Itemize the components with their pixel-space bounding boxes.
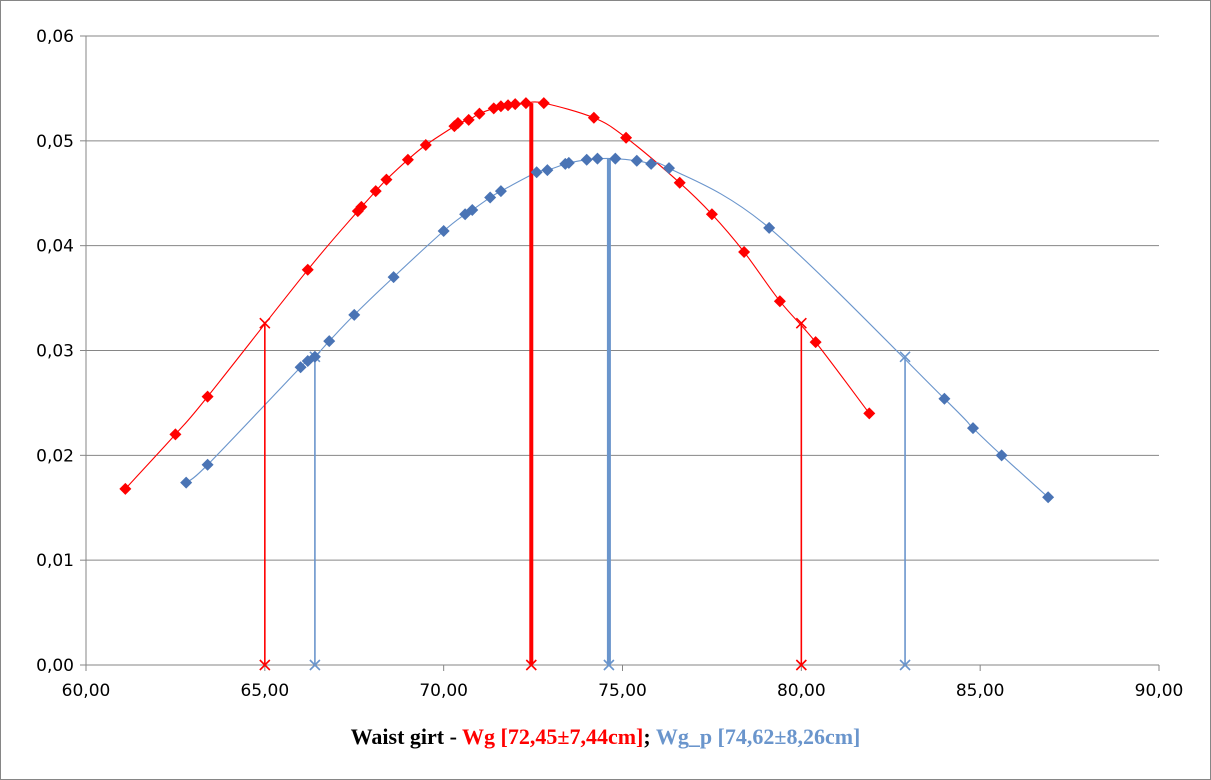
y-tick-label: 0,00 xyxy=(36,656,74,676)
x-tick-label: 90,00 xyxy=(1135,681,1184,701)
x-tick-label: 75,00 xyxy=(598,681,647,701)
data-point-wg-p xyxy=(308,350,321,363)
data-point-wg xyxy=(502,99,515,112)
data-point-wg-p xyxy=(938,392,951,405)
data-point-wg-p xyxy=(294,361,307,374)
curve-wg xyxy=(124,101,870,490)
data-point-wg xyxy=(738,245,751,258)
x-marker-wg-top xyxy=(795,317,807,329)
data-point-wg xyxy=(773,295,786,308)
data-point-wg xyxy=(863,407,876,420)
data-point-wg-p xyxy=(662,162,675,175)
data-point-wg-p xyxy=(466,204,479,217)
data-point-wg-p xyxy=(630,154,643,167)
y-tick-label: 0,03 xyxy=(36,342,74,362)
data-point-wg-p xyxy=(609,152,622,165)
data-point-wg xyxy=(620,131,633,144)
x-axis-label-wg: Wg [72,45±7,44cm] xyxy=(462,724,644,749)
data-point-wg-p xyxy=(995,449,1008,462)
data-point-wg-p xyxy=(201,458,214,471)
data-point-wg-p xyxy=(530,166,543,179)
data-point-wg-p xyxy=(645,157,658,170)
data-point-wg xyxy=(419,139,432,152)
x-tick-label: 85,00 xyxy=(956,681,1005,701)
x-marker-wg-base xyxy=(525,659,537,671)
x-marker-wg-base xyxy=(795,659,807,671)
x-tick-label: 70,00 xyxy=(419,681,468,701)
reference-lines xyxy=(259,103,911,671)
data-point-wg-p xyxy=(967,422,980,435)
x-marker-wg-p-top xyxy=(899,351,911,363)
x-axis-label-wgp: Wg_p [74,62±8,26cm] xyxy=(655,724,861,749)
y-tick-label: 0,02 xyxy=(36,446,74,466)
data-point-wg xyxy=(201,390,214,403)
data-point-wg-p xyxy=(580,153,593,166)
y-tick-label: 0,01 xyxy=(36,551,74,571)
data-point-wg xyxy=(380,173,393,186)
data-point-wg xyxy=(537,97,550,110)
data-point-wg xyxy=(673,176,686,189)
y-tick-label: 0,04 xyxy=(36,237,74,257)
data-point-wg xyxy=(462,113,475,126)
x-tick-labels: 60,00 65,00 70,00 75,00 80,00 85,00 90,00 xyxy=(62,681,1184,701)
x-tick-label: 80,00 xyxy=(777,681,826,701)
data-point-wg xyxy=(119,482,132,495)
x-marker-wg-p-base xyxy=(603,659,615,671)
data-point-wg xyxy=(369,185,382,198)
data-point-wg-p xyxy=(437,224,450,237)
data-point-wg-p xyxy=(591,152,604,165)
y-tick-label: 0,06 xyxy=(36,27,74,47)
data-point-wg-p xyxy=(1042,491,1055,504)
y-tick-labels: 0,00 0,01 0,02 0,03 0,04 0,05 0,06 xyxy=(36,27,74,676)
data-point-wg-p xyxy=(763,221,776,234)
data-point-wg xyxy=(169,428,182,441)
data-point-wg-p xyxy=(484,191,497,204)
x-axis-label: Waist girt - Wg [72,45±7,44cm]; Wg_p [74… xyxy=(0,724,1211,750)
x-marker-wg-p-base xyxy=(309,659,321,671)
x-tick-label: 65,00 xyxy=(240,681,289,701)
x-marker-wg-top xyxy=(259,317,271,329)
data-point-wg xyxy=(301,263,314,276)
data-point-wg-p xyxy=(323,335,336,348)
y-tick-label: 0,05 xyxy=(36,132,74,152)
data-point-wg xyxy=(509,98,522,111)
x-marker-wg-p-base xyxy=(899,659,911,671)
data-point-wg xyxy=(401,153,414,166)
data-point-wg-p xyxy=(180,476,193,489)
data-point-wg xyxy=(355,200,368,213)
data-point-wg-p xyxy=(348,308,361,321)
data-point-wg xyxy=(587,111,600,124)
x-axis-label-separator: ; xyxy=(643,724,656,749)
data-point-wg-p xyxy=(541,164,554,177)
data-point-wg xyxy=(473,107,486,120)
data-point-wg xyxy=(705,208,718,221)
data-point-wg xyxy=(494,100,507,113)
data-point-wg-p xyxy=(494,185,507,198)
data-point-wg-p xyxy=(387,271,400,284)
data-point-wg-p xyxy=(562,156,575,169)
gridlines xyxy=(86,35,1159,561)
x-axis-label-prefix: Waist girt - xyxy=(350,724,463,749)
data-points xyxy=(119,97,1055,504)
data-point-wg xyxy=(451,117,464,130)
data-point-wg xyxy=(519,97,532,110)
data-point-wg xyxy=(809,336,822,349)
x-marker-wg-base xyxy=(259,659,271,671)
x-tick-label: 60,00 xyxy=(62,681,111,701)
